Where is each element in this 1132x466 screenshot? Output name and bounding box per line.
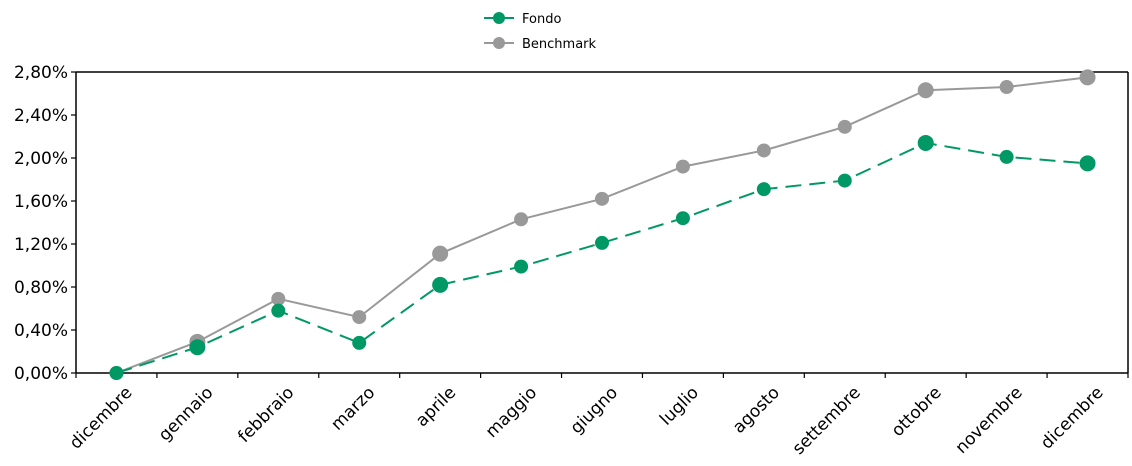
x-tick-label: giugno [567, 383, 622, 438]
data-point [432, 245, 449, 262]
legend-swatch-marker [493, 12, 505, 24]
data-point [109, 366, 124, 380]
y-tick-label: 2,80% [14, 63, 68, 83]
series-layer [109, 69, 1096, 380]
chart-axes: 0,00% 0,40% 0,80% 1,20% 1,60% 2,00% 2,40% 2,80%… [14, 63, 1129, 459]
data-point [595, 191, 609, 206]
series-fondo [109, 134, 1096, 380]
x-tick-label: luglio [656, 383, 703, 430]
y-tick-label: 1,60% [14, 192, 68, 212]
data-point [189, 339, 206, 356]
data-point [837, 173, 852, 188]
data-point [514, 259, 529, 274]
data-point [756, 143, 771, 158]
data-point [756, 182, 771, 197]
x-tick-label: novembre [952, 383, 1027, 458]
x-tick-label: aprile [412, 383, 460, 431]
data-point [999, 80, 1014, 95]
x-tick-label: marzo [327, 383, 379, 435]
series-line [116, 141, 1088, 374]
x-tick-label: dicembre [66, 383, 137, 454]
y-tick-label: 2,40% [14, 106, 68, 126]
legend-label: Benchmark [522, 37, 597, 52]
y-tick-label: 2,00% [14, 149, 68, 169]
data-point [675, 159, 690, 174]
data-point [352, 335, 367, 350]
x-tick-label: maggio [482, 383, 541, 442]
x-tick-label: settembre [789, 383, 865, 459]
data-point [271, 303, 286, 318]
data-point [999, 149, 1014, 164]
data-point [595, 235, 609, 250]
data-point [514, 212, 529, 227]
series-line [116, 76, 1088, 374]
legend-item-benchmark: Benchmark [484, 37, 597, 52]
y-tick-label: 0,80% [14, 278, 68, 298]
data-point [837, 119, 852, 134]
legend-label: Fondo [522, 12, 561, 27]
x-tick-label: dicembre [1037, 383, 1108, 454]
data-point [432, 276, 449, 293]
y-tick-label: 0,40% [14, 321, 68, 341]
data-point [917, 82, 934, 99]
y-tick-label: 0,00% [14, 364, 68, 384]
legend-swatch-marker [493, 37, 505, 49]
data-point [1079, 69, 1096, 86]
data-point [352, 310, 367, 325]
data-point [1079, 155, 1096, 172]
y-tick-label: 1,20% [14, 235, 68, 255]
data-point [675, 211, 690, 226]
x-tick-label: febbraio [234, 383, 298, 447]
data-point [271, 291, 286, 306]
chart-legend: Fondo Benchmark [484, 12, 597, 52]
data-point [917, 134, 934, 151]
x-tick-label: agosto [729, 383, 784, 438]
x-tick-label: gennaio [155, 383, 217, 445]
legend-item-fondo: Fondo [484, 12, 561, 27]
x-tick-label: ottobre [888, 383, 946, 441]
series-benchmark [109, 69, 1096, 380]
